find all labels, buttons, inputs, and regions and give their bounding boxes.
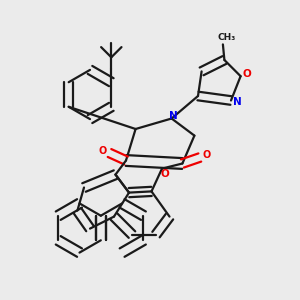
- Text: O: O: [243, 69, 252, 79]
- Text: N: N: [169, 111, 178, 121]
- Text: O: O: [202, 150, 211, 160]
- Text: O: O: [99, 146, 107, 156]
- Text: CH₃: CH₃: [218, 33, 236, 42]
- Text: O: O: [160, 169, 169, 179]
- Text: N: N: [233, 97, 242, 107]
